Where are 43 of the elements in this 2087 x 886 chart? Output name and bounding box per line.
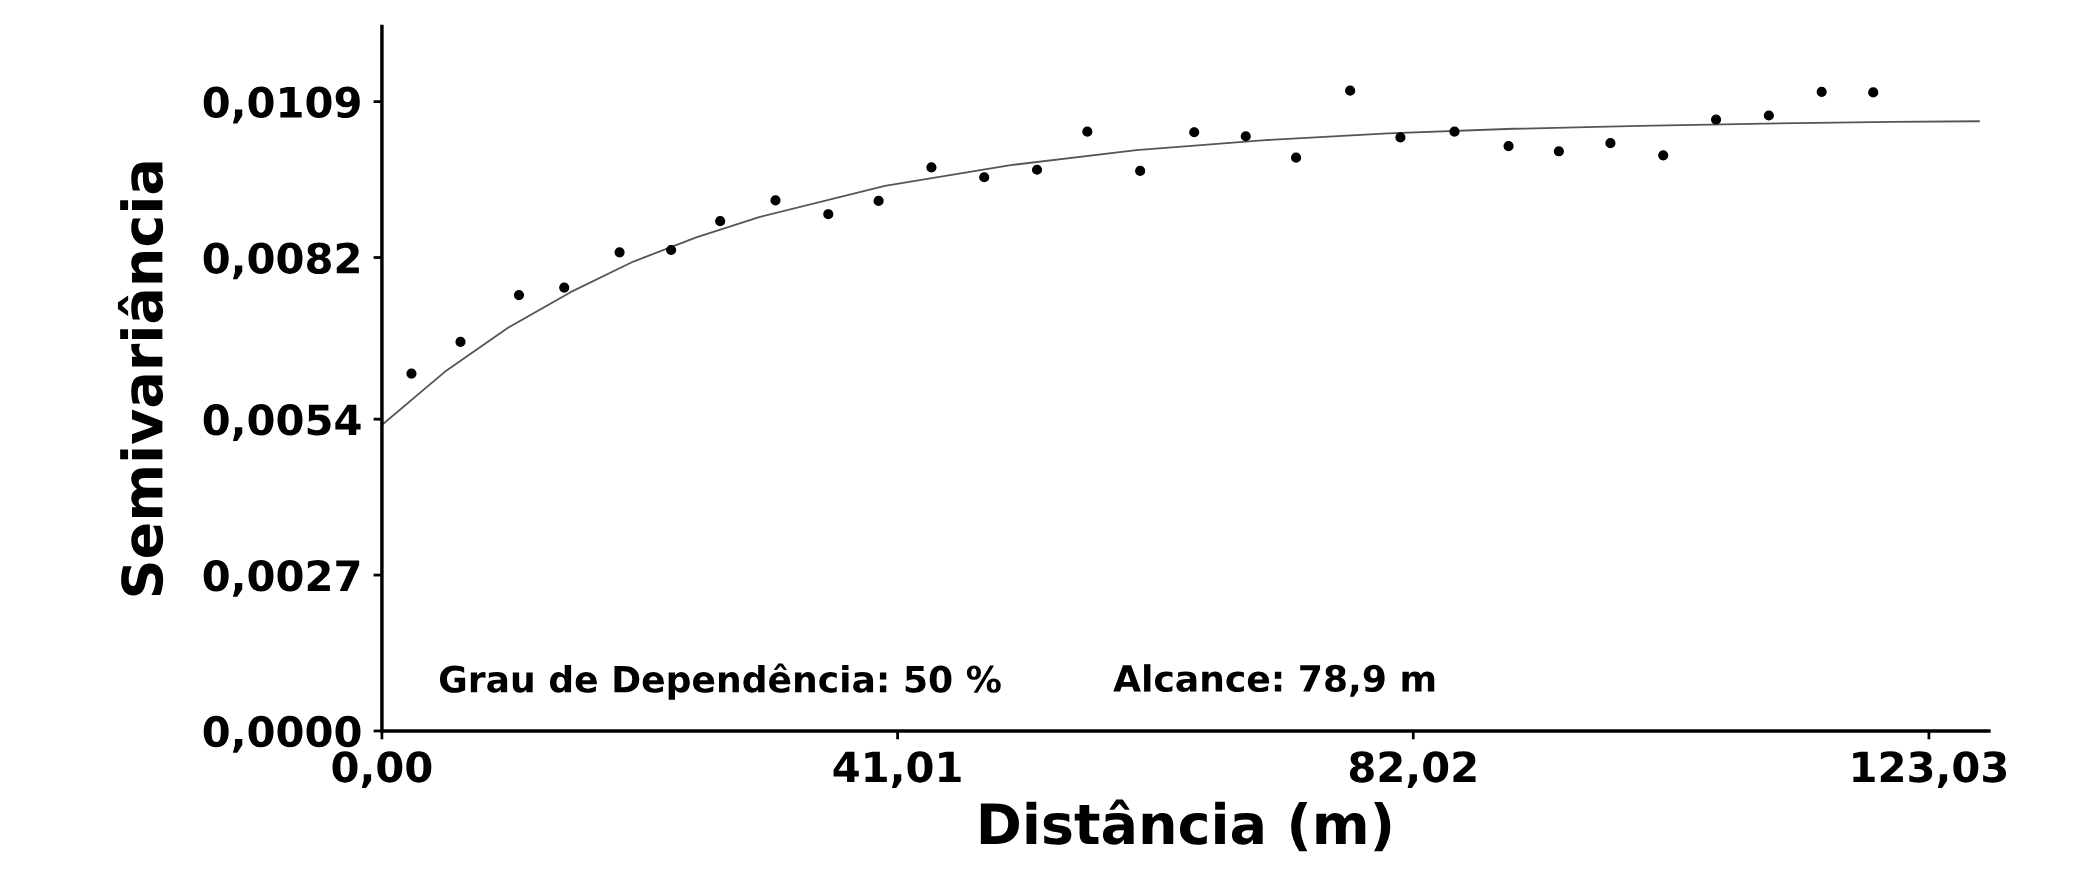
point [1135, 165, 1146, 177]
point [1449, 126, 1460, 137]
point [455, 336, 466, 347]
y-tick-label: 0,0109 [203, 86, 360, 124]
point [406, 368, 417, 379]
point [979, 172, 990, 183]
point [926, 162, 937, 173]
point [1605, 138, 1616, 149]
x-tick-label: 123,03 [1853, 751, 2007, 788]
point [1816, 86, 1827, 97]
point [1868, 87, 1879, 98]
y-tick-label: 0,0082 [203, 242, 359, 280]
point [823, 209, 834, 220]
point [513, 289, 525, 301]
y-tick-label: 0,0000 [203, 715, 361, 753]
annotation: Alcance: 78,9 m [1113, 664, 1435, 697]
y-tick-label: 0,0027 [203, 559, 360, 597]
point [1763, 110, 1774, 121]
point [1345, 85, 1356, 96]
x-axis-title: Distância (m) [980, 799, 1391, 852]
x-tick-label: 41,01 [833, 751, 961, 788]
point [1290, 152, 1302, 163]
x-tick-label: 82,02 [1349, 751, 1476, 788]
x-tick-label: 0,00 [332, 751, 432, 788]
point [1240, 131, 1251, 142]
point [1031, 164, 1043, 175]
point [770, 195, 781, 206]
point [1395, 132, 1406, 143]
point [614, 247, 625, 258]
point [1082, 126, 1093, 137]
line-series [381, 120, 1980, 426]
point [1503, 141, 1514, 152]
point [715, 216, 726, 227]
y-tick-label: 0,0054 [203, 404, 361, 441]
point [1658, 150, 1669, 161]
annotation: Grau de Dependência: 50 % [439, 663, 1001, 700]
point [559, 282, 570, 293]
y-axis-title: Semivariância [117, 162, 164, 596]
point [1710, 114, 1722, 125]
point [1189, 127, 1200, 138]
point [1553, 146, 1564, 157]
point [666, 244, 677, 256]
point [873, 195, 884, 207]
